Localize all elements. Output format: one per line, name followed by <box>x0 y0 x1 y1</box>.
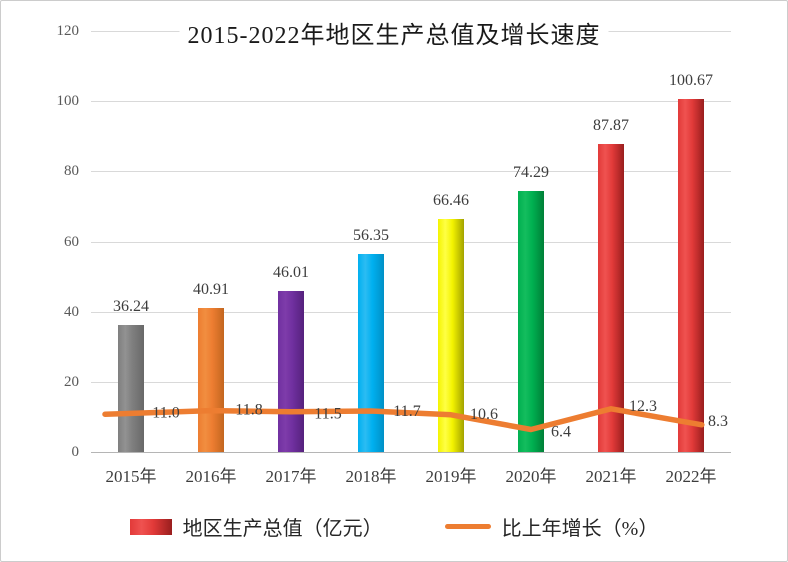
gridline <box>91 311 731 313</box>
bar-2015年 <box>118 324 144 452</box>
legend-label-gdp: 地区生产总值（亿元） <box>182 518 383 540</box>
bar-value-label: 100.67 <box>669 71 713 89</box>
legend-item-gdp: 地区生产总值（亿元） <box>129 512 383 541</box>
gridline <box>91 241 731 243</box>
y-tick-label: 0 <box>71 444 80 460</box>
bar-2019年 <box>438 218 464 452</box>
bar-2021年 <box>598 143 624 452</box>
category-label: 2018年 <box>345 467 397 486</box>
chart-title: 2015-2022年地区生产总值及增长速度 <box>179 15 609 50</box>
y-tick-label: 100 <box>56 93 80 110</box>
legend-item-growth: 比上年增长（%） <box>444 512 659 541</box>
y-tick-label: 20 <box>64 373 79 390</box>
growth-line-swatch-icon <box>444 524 491 529</box>
y-tick-label: 80 <box>64 163 79 180</box>
bar-value-label: 56.35 <box>353 227 389 245</box>
gridline <box>91 381 731 383</box>
bar-value-label: 87.87 <box>593 116 629 134</box>
y-tick-label: 60 <box>64 233 79 250</box>
y-tick-label: 120 <box>56 23 80 39</box>
legend-label-growth: 比上年增长（%） <box>501 518 659 540</box>
bar-2016年 <box>198 308 224 452</box>
gridline <box>91 101 731 103</box>
gridline <box>91 171 731 173</box>
category-label: 2016年 <box>185 467 237 486</box>
bar-value-label: 46.01 <box>273 263 309 281</box>
y-tick-label: 40 <box>64 303 79 320</box>
category-label: 2019年 <box>425 467 477 486</box>
gridline <box>91 452 731 453</box>
bar-value-label: 40.91 <box>193 281 229 299</box>
bar-2022年 <box>678 98 704 452</box>
bar-value-label: 74.29 <box>513 164 549 182</box>
category-label: 2020年 <box>505 467 557 486</box>
bar-2018年 <box>358 254 384 452</box>
bar-2017年 <box>278 290 304 452</box>
category-label: 2017年 <box>265 467 317 486</box>
gdp-bar-swatch-icon <box>129 518 172 535</box>
legend: 地区生产总值（亿元） 比上年增长（%） <box>1 512 787 541</box>
bar-value-label: 36.24 <box>113 297 149 315</box>
bar-value-label: 66.46 <box>433 191 469 209</box>
category-label: 2022年 <box>665 467 717 486</box>
category-label: 2021年 <box>585 467 637 486</box>
bar-2020年 <box>518 191 544 452</box>
category-label: 2015年 <box>105 467 157 486</box>
